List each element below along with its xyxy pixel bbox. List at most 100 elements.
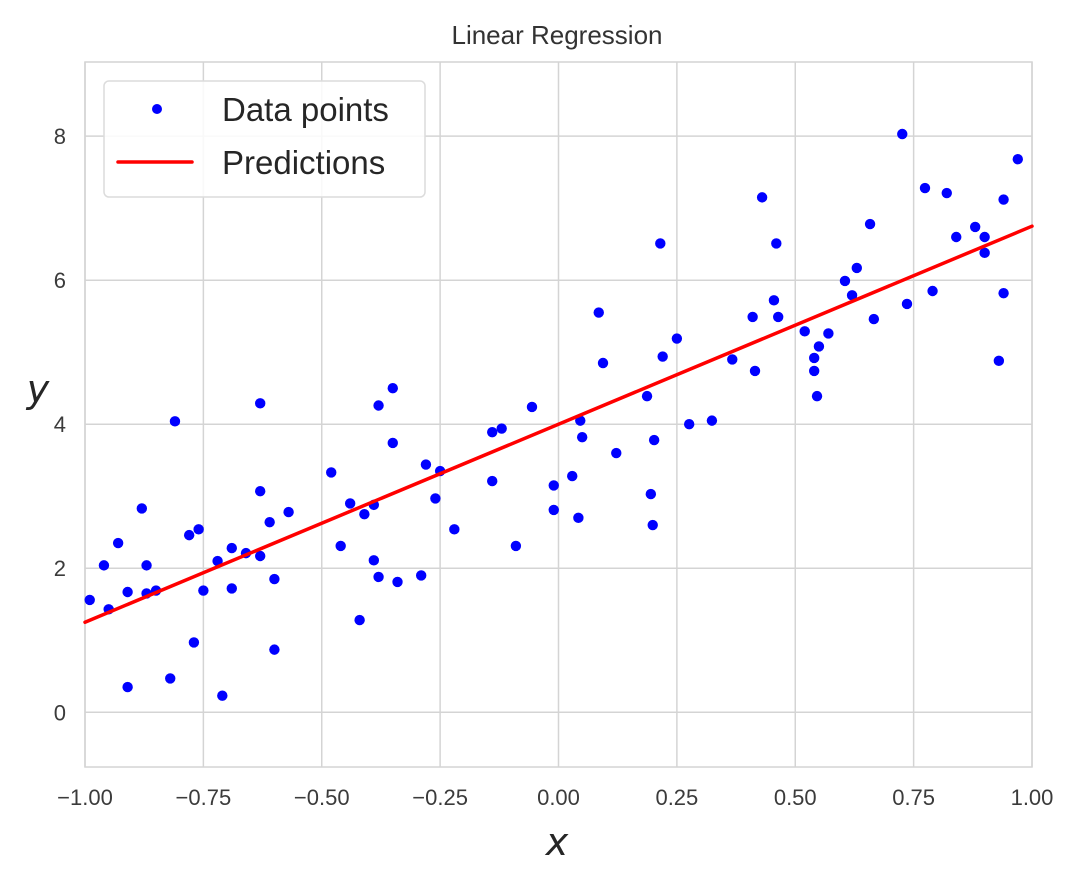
x-tick-label: 0.00 <box>537 785 580 810</box>
data-point <box>573 512 584 524</box>
data-point <box>756 192 768 203</box>
data-point <box>823 328 834 339</box>
data-point <box>773 311 784 323</box>
x-tick-label: 0.50 <box>774 785 817 810</box>
chart-title: Linear Regression <box>451 20 662 50</box>
data-point <box>254 485 266 497</box>
data-point <box>813 341 825 352</box>
data-point <box>998 194 1009 205</box>
data-point <box>864 218 876 230</box>
data-point <box>657 351 668 362</box>
data-point <box>188 637 200 648</box>
data-point <box>387 383 398 394</box>
data-point <box>193 524 204 535</box>
x-tick-label: −1.00 <box>57 785 113 810</box>
data-point <box>648 434 660 446</box>
data-point <box>927 285 938 297</box>
data-point <box>335 540 346 552</box>
data-point <box>655 238 666 249</box>
data-point <box>868 313 880 325</box>
data-point <box>430 493 441 504</box>
data-point <box>269 573 280 585</box>
data-point <box>576 431 588 443</box>
data-point <box>645 488 657 500</box>
x-tick-label: 1.00 <box>1011 785 1054 810</box>
data-point <box>487 426 498 438</box>
data-point <box>269 644 280 655</box>
data-point <box>283 506 294 518</box>
data-point <box>979 231 990 243</box>
data-point <box>212 555 223 567</box>
data-point <box>420 459 432 470</box>
x-tick-label: −0.75 <box>176 785 232 810</box>
legend-dot-icon <box>152 104 162 114</box>
data-point <box>98 560 110 571</box>
data-point <box>593 307 604 318</box>
data-points-series <box>84 128 1023 701</box>
data-point <box>169 416 181 427</box>
y-axis-label: y <box>26 367 50 411</box>
y-tick-label: 8 <box>54 124 66 149</box>
legend-box <box>103 80 426 198</box>
legend-label-predictions: Predictions <box>222 144 385 181</box>
data-point <box>526 401 538 413</box>
data-point <box>647 519 658 531</box>
data-point <box>496 423 507 434</box>
plot-area <box>84 61 1033 768</box>
data-point <box>487 475 498 487</box>
data-point <box>368 555 380 566</box>
data-point <box>851 262 863 274</box>
data-point <box>979 247 990 259</box>
data-point <box>141 560 152 571</box>
data-point <box>969 221 981 233</box>
data-point <box>808 352 820 364</box>
data-point <box>811 390 823 402</box>
data-point <box>993 355 1005 367</box>
data-point <box>771 238 782 249</box>
x-tick-label: −0.25 <box>412 785 468 810</box>
data-point <box>641 390 653 402</box>
data-point <box>683 419 695 430</box>
data-point <box>254 398 266 409</box>
data-point <box>354 614 365 626</box>
data-point <box>183 529 195 541</box>
data-point <box>1012 154 1023 165</box>
data-point <box>122 586 133 598</box>
data-point <box>344 498 356 509</box>
grid-lines <box>84 62 1033 767</box>
data-point <box>373 571 384 583</box>
data-point <box>392 576 403 588</box>
legend: Data points Predictions <box>103 80 426 198</box>
data-point <box>548 504 559 516</box>
data-point <box>768 295 780 306</box>
data-point <box>84 594 95 606</box>
data-point <box>510 540 522 552</box>
y-tick-label: 2 <box>54 556 66 581</box>
data-point <box>326 467 337 478</box>
data-point <box>226 583 237 594</box>
data-point <box>198 585 209 596</box>
data-point <box>567 470 578 482</box>
data-point <box>112 537 124 549</box>
data-point <box>373 400 384 411</box>
data-point <box>808 365 820 377</box>
data-point <box>951 231 962 243</box>
x-tick-label: −0.50 <box>294 785 350 810</box>
x-tick-label: 0.75 <box>892 785 935 810</box>
data-point <box>671 333 683 344</box>
data-point <box>449 524 460 535</box>
legend-label-data-points: Data points <box>222 91 389 128</box>
data-point <box>597 357 609 369</box>
y-tick-label: 0 <box>54 700 66 725</box>
x-axis-label: x <box>545 820 569 864</box>
data-point <box>747 311 758 323</box>
data-point <box>136 503 148 514</box>
data-point <box>941 187 952 199</box>
data-point <box>799 326 810 337</box>
y-tick-label: 6 <box>54 268 66 293</box>
x-axis-tick-labels: −1.00 −0.75 −0.50 −0.25 0.00 0.25 0.50 0.75 1.00 <box>57 785 1053 810</box>
data-point <box>415 570 427 581</box>
data-point <box>846 290 858 301</box>
data-point <box>359 509 370 520</box>
